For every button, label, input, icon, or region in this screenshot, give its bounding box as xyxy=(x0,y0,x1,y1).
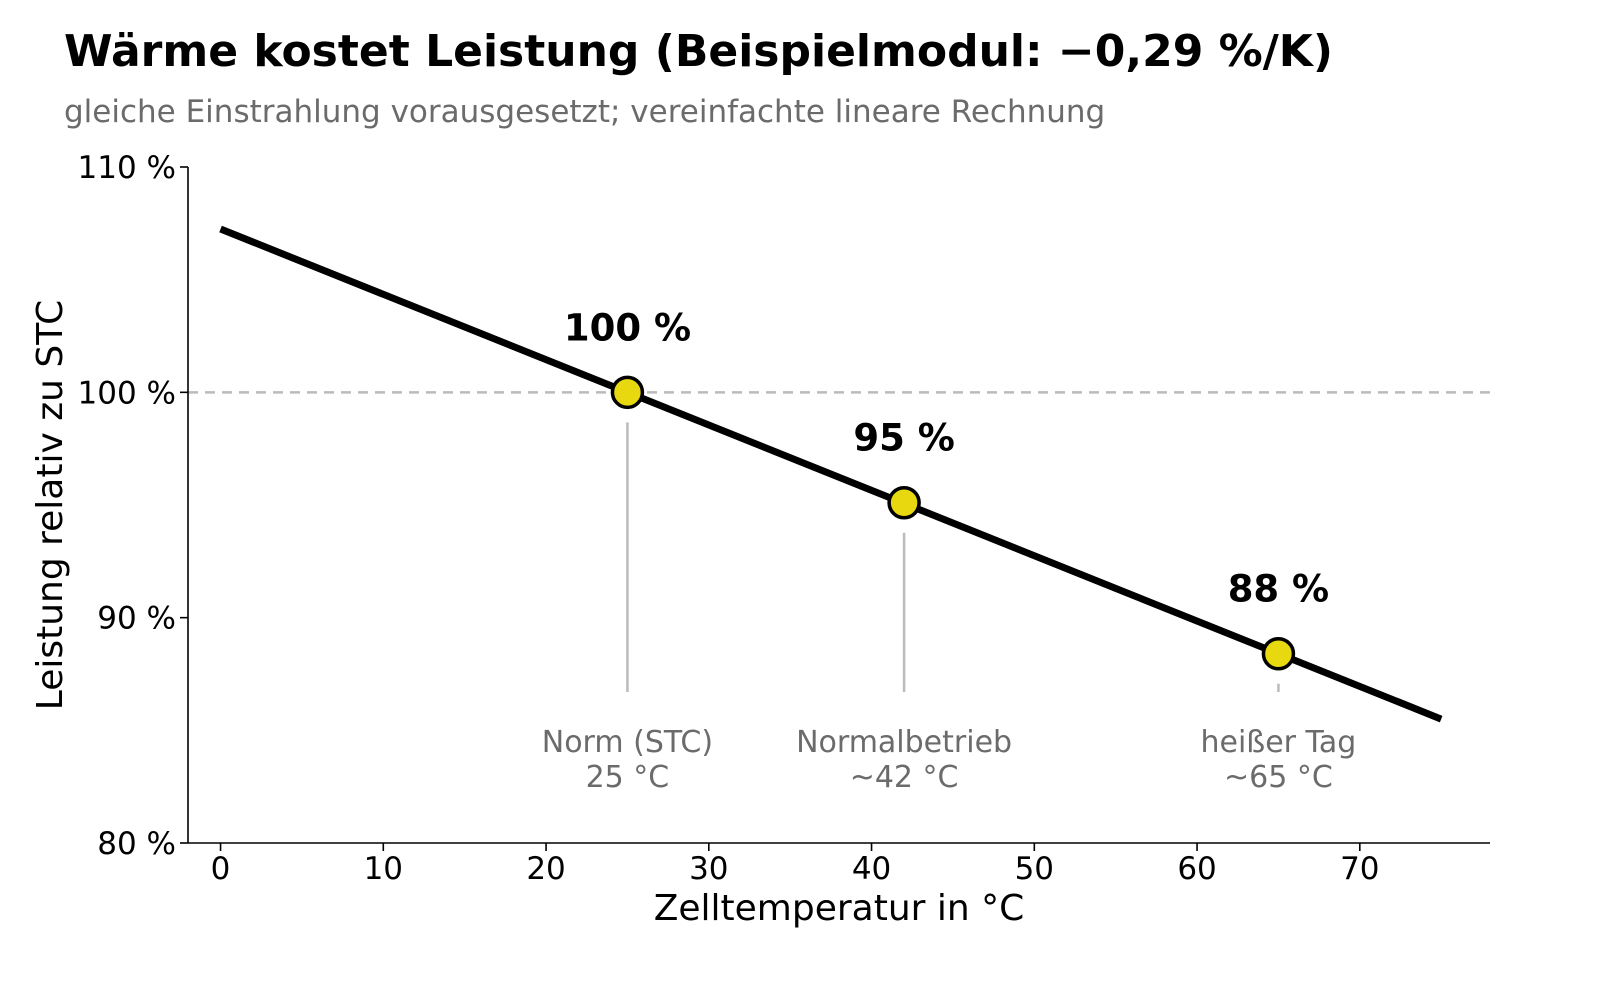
y-tick-label: 90 % xyxy=(97,601,176,637)
data-point-annotation: Norm (STC) xyxy=(542,725,713,760)
x-tick-label: 20 xyxy=(526,851,565,887)
data-point-annotation: ~65 °C xyxy=(1224,760,1333,795)
data-point-marker xyxy=(1261,636,1296,671)
chart-subtitle: gleiche Einstrahlung vorausgesetzt; vere… xyxy=(64,94,1106,130)
x-tick-label: 70 xyxy=(1340,851,1379,887)
x-tick-label: 10 xyxy=(364,851,403,887)
y-tick-label: 110 % xyxy=(78,150,176,186)
x-tick-label: 0 xyxy=(211,851,231,887)
points-layer: 100 % Norm (STC)25 °C 95 % Normalbetrieb~42… xyxy=(542,306,1357,795)
x-tick-label: 40 xyxy=(852,851,891,887)
data-point-marker xyxy=(887,485,921,520)
data-point-annotation: Normalbetrieb xyxy=(796,725,1012,760)
series-layer xyxy=(219,225,1443,723)
data-point-value-label: 95 % xyxy=(853,417,954,460)
x-tick-label: 50 xyxy=(1015,851,1054,887)
series-line xyxy=(219,225,1443,723)
data-point-value-label: 88 % xyxy=(1228,568,1329,611)
x-tick-label: 60 xyxy=(1177,851,1216,887)
guide-layer xyxy=(188,391,1490,692)
data-point-value-label: 100 % xyxy=(564,306,691,349)
data-point-annotation: ~42 °C xyxy=(850,760,959,795)
data-point-marker xyxy=(610,375,645,410)
y-tick-label: 80 % xyxy=(97,826,176,862)
y-axis-label: Leistung relativ zu STC xyxy=(30,300,71,710)
data-point-annotation: 25 °C xyxy=(586,760,670,795)
data-point-annotation: heißer Tag xyxy=(1201,725,1357,760)
axes-layer: 80 % 90 % 100 % 110 % 0 10 20 30 40 50 60 70 xyxy=(78,150,1490,887)
chart-title: Wärme kostet Leistung (Beispielmodul: −0… xyxy=(64,26,1333,77)
x-tick-label: 30 xyxy=(689,851,728,887)
x-axis-label: Zelltemperatur in °C xyxy=(654,888,1025,929)
y-tick-label: 100 % xyxy=(78,375,176,411)
